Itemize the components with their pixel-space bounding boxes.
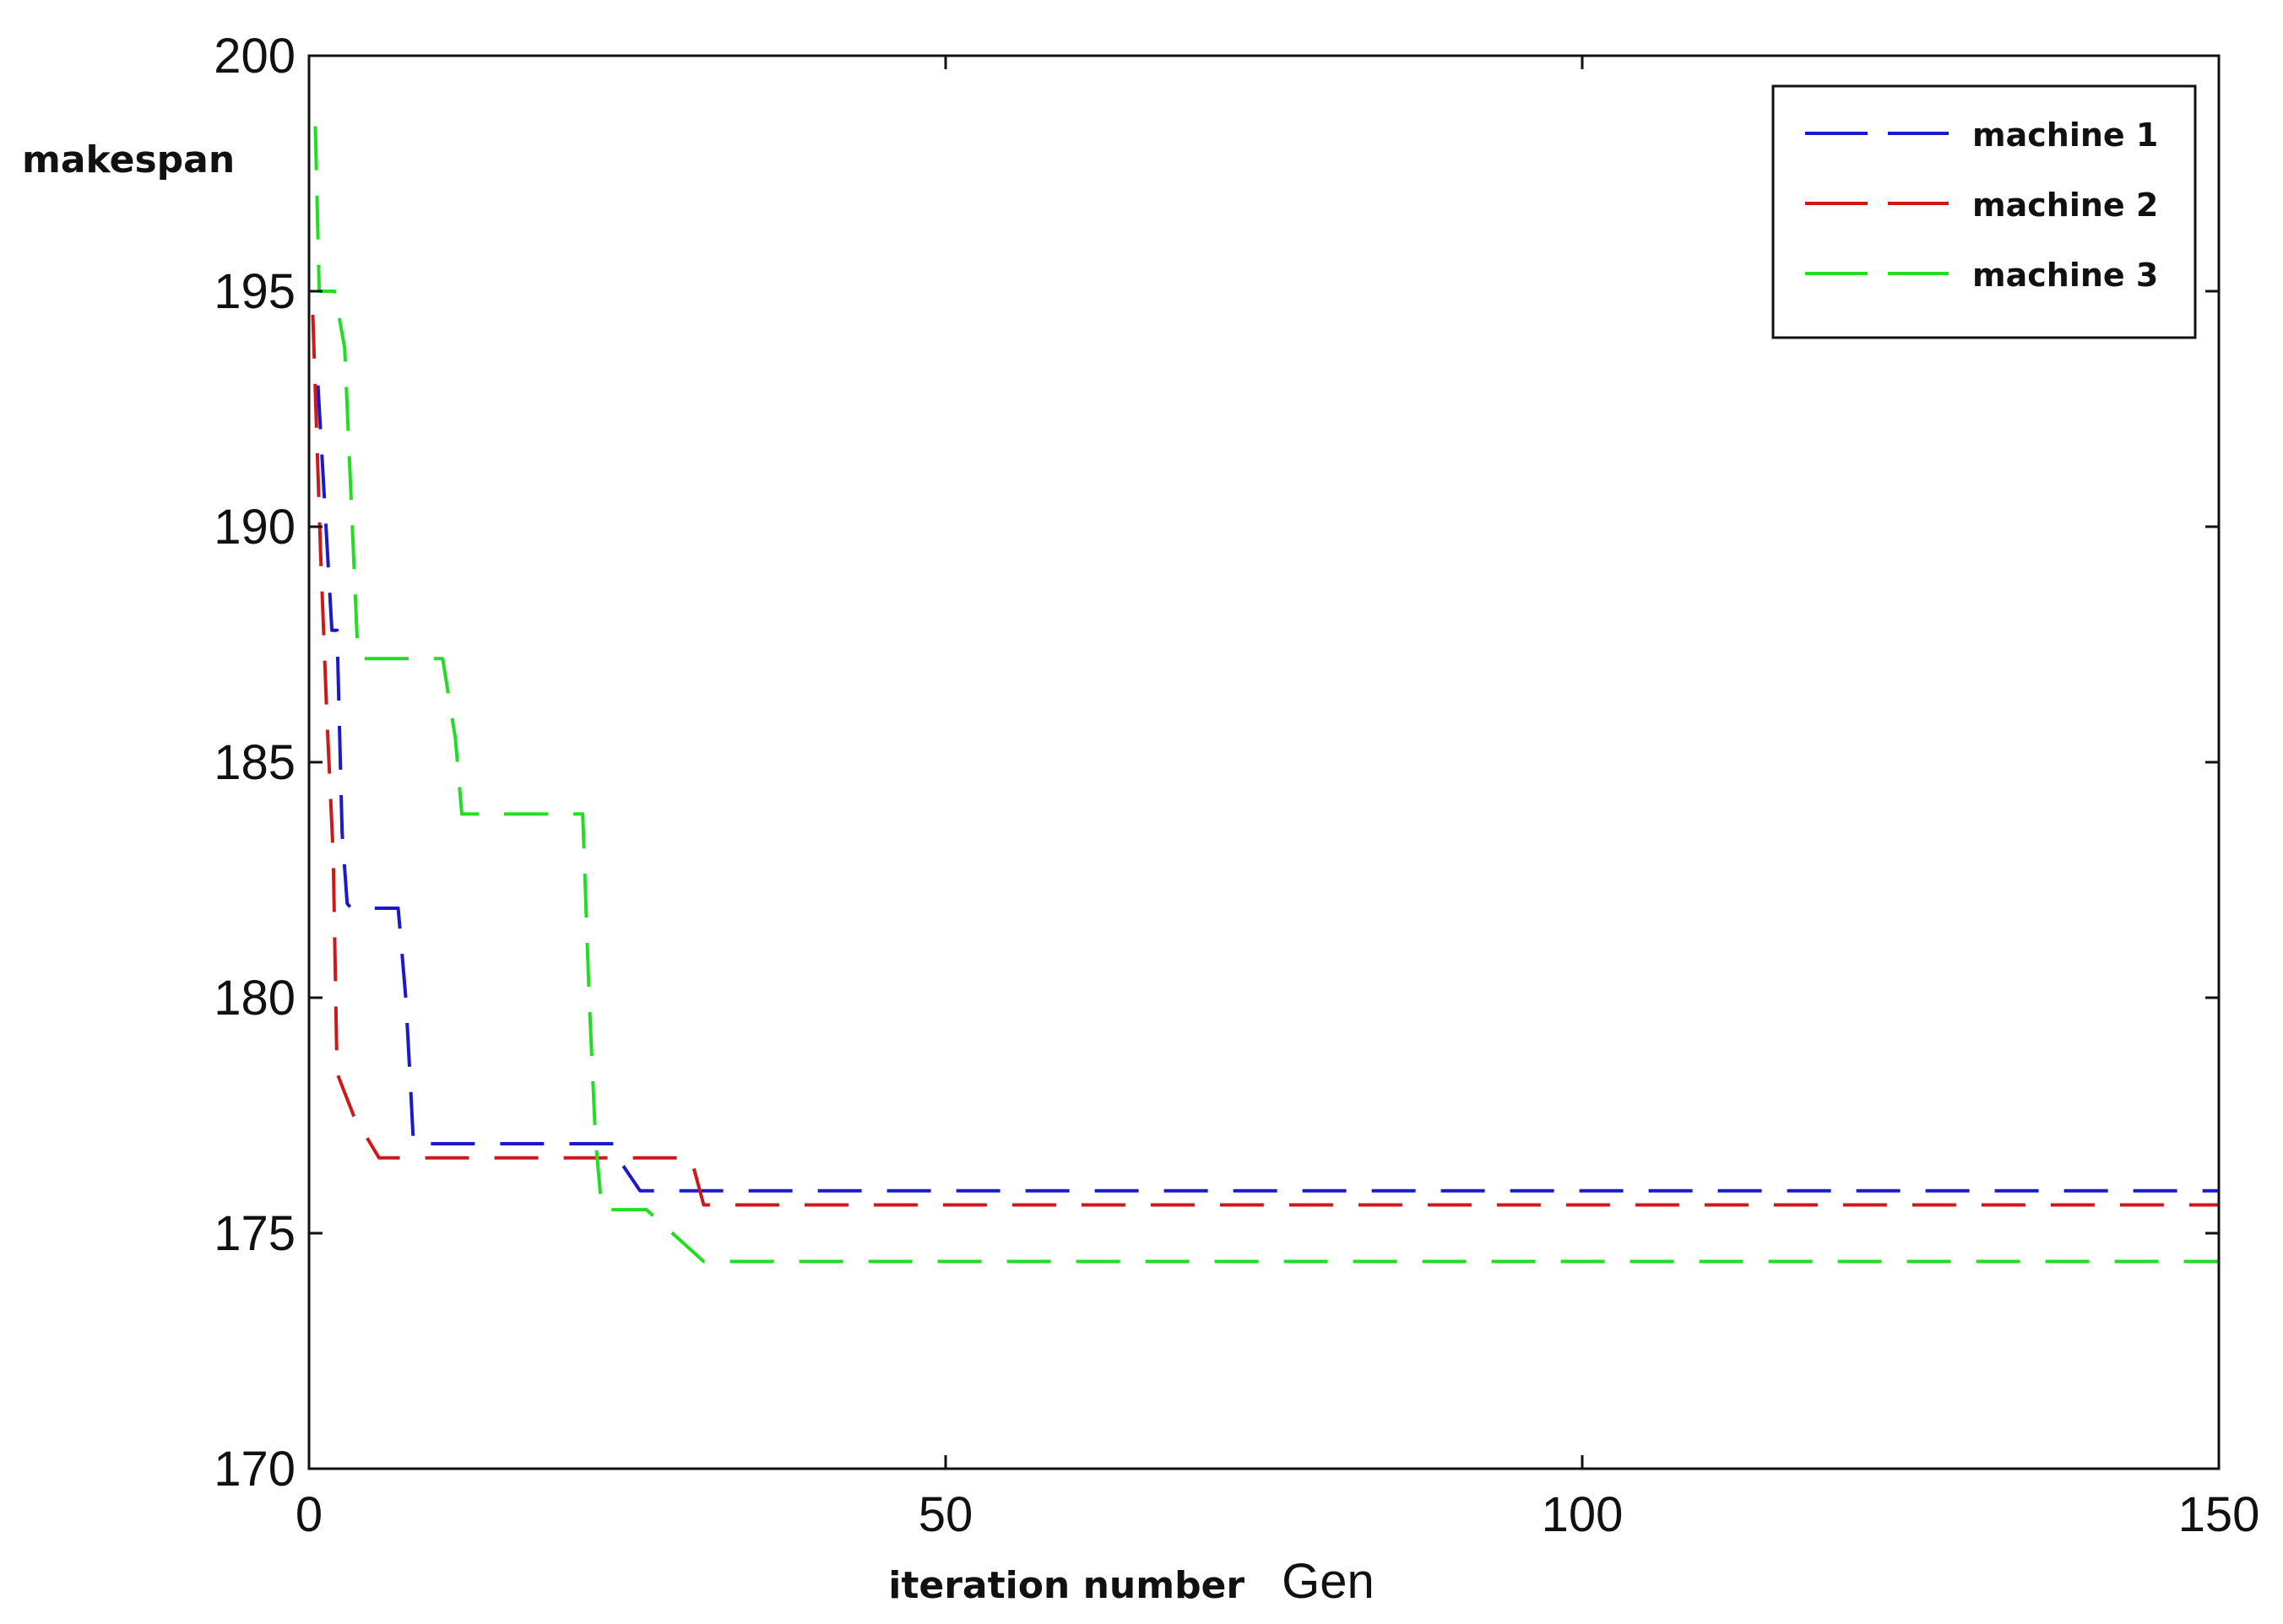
x-axis-title: iteration number Gen	[888, 1554, 1375, 1609]
y-axis-title: makespan	[22, 138, 235, 181]
y-tick-label-3: 185	[214, 735, 296, 790]
y-tick-label-4: 190	[214, 500, 296, 555]
y-tick-label-1: 175	[214, 1206, 296, 1261]
legend: machine 1 machine 2 machine 3	[1771, 84, 2197, 339]
series-layer	[311, 126, 2219, 1264]
legend-box	[1771, 84, 2197, 339]
legend-entries: machine 1 machine 2 machine 3	[1805, 116, 2158, 294]
y-tick-label-2: 180	[214, 971, 296, 1026]
x-tick-label-3: 150	[2178, 1487, 2260, 1542]
y-tick-label-6: 200	[214, 29, 296, 84]
plot-frame	[307, 54, 2221, 1470]
legend-label-machine-2: machine 2	[1972, 187, 2158, 224]
x-axis-unit: Gen	[1282, 1554, 1375, 1609]
y-tick-label-5: 195	[214, 264, 296, 319]
tick-layer: 0 50 100 150 170 175 180 185 190 195 200	[214, 29, 2259, 1542]
x-tick-label-2: 100	[1542, 1487, 1624, 1542]
series-line-machine-2	[311, 314, 2219, 1207]
x-tick-label-1: 50	[919, 1487, 973, 1542]
series-line-machine-1	[316, 385, 2219, 1193]
legend-label-machine-1: machine 1	[1972, 116, 2158, 154]
legend-label-machine-3: machine 3	[1972, 257, 2158, 294]
x-tick-label-0: 0	[296, 1487, 323, 1542]
series-line-machine-3	[313, 126, 2219, 1264]
x-axis-label: iteration number	[888, 1564, 1245, 1607]
y-tick-label-0: 170	[214, 1442, 296, 1497]
